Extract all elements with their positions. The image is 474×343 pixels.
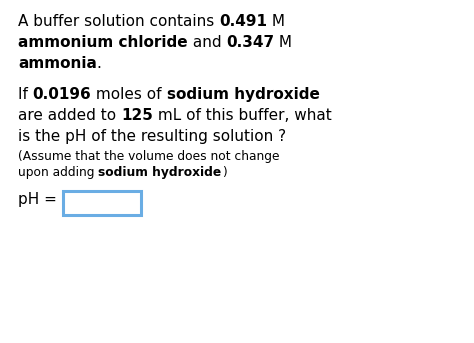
FancyBboxPatch shape bbox=[63, 190, 141, 214]
Text: M: M bbox=[267, 14, 285, 29]
Text: ): ) bbox=[222, 166, 227, 179]
Text: (Assume that the volume does not change: (Assume that the volume does not change bbox=[18, 150, 280, 163]
Text: mL of this buffer, what: mL of this buffer, what bbox=[153, 108, 332, 123]
Text: moles of: moles of bbox=[91, 87, 167, 102]
Text: 125: 125 bbox=[121, 108, 153, 123]
Text: ammonia: ammonia bbox=[18, 56, 97, 71]
Text: sodium hydroxide: sodium hydroxide bbox=[167, 87, 320, 102]
Text: 0.491: 0.491 bbox=[219, 14, 267, 29]
Text: .: . bbox=[97, 56, 102, 71]
Text: 0.0196: 0.0196 bbox=[33, 87, 91, 102]
Text: If: If bbox=[18, 87, 33, 102]
Text: M: M bbox=[274, 35, 292, 50]
Text: A buffer solution contains: A buffer solution contains bbox=[18, 14, 219, 29]
Text: sodium hydroxide: sodium hydroxide bbox=[99, 166, 222, 179]
Text: is the pH of the resulting solution ?: is the pH of the resulting solution ? bbox=[18, 129, 286, 144]
Text: upon adding: upon adding bbox=[18, 166, 99, 179]
Text: and: and bbox=[188, 35, 226, 50]
Text: ammonium chloride: ammonium chloride bbox=[18, 35, 188, 50]
Text: pH =: pH = bbox=[18, 192, 57, 207]
Text: are added to: are added to bbox=[18, 108, 121, 123]
Text: 0.347: 0.347 bbox=[226, 35, 274, 50]
